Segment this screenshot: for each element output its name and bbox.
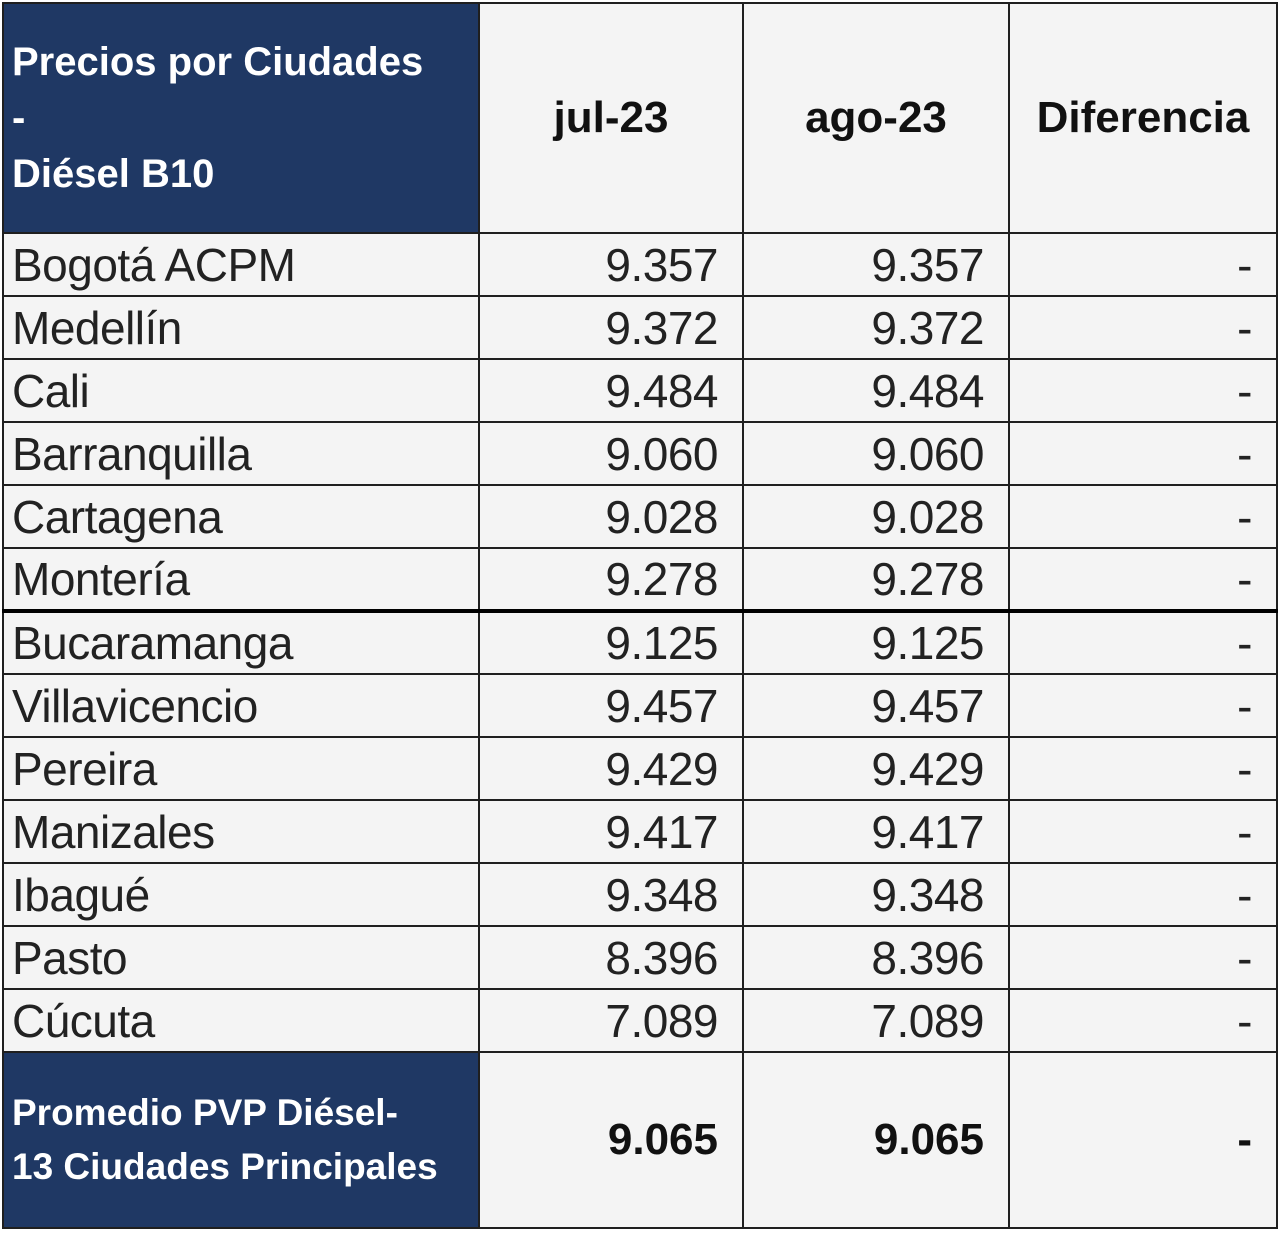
price-jul: 9.372 xyxy=(478,295,744,360)
price-ago: 9.417 xyxy=(742,799,1010,864)
price-difference: - xyxy=(1008,925,1278,990)
table-body: Bogotá ACPM 9.357 9.357 - Medellín 9.372… xyxy=(2,232,1278,1053)
city-name: Montería xyxy=(2,547,480,612)
table-header: Precios por Ciudades - Diésel B10 jul-23… xyxy=(2,2,1278,234)
city-name: Pasto xyxy=(2,925,480,990)
price-ago: 9.125 xyxy=(742,609,1010,675)
table-row: Bucaramanga 9.125 9.125 - xyxy=(2,609,1278,675)
header-row: Precios por Ciudades - Diésel B10 jul-23… xyxy=(2,2,1278,234)
price-ago: 9.357 xyxy=(742,232,1010,297)
column-header-jul: jul-23 xyxy=(478,2,744,234)
city-name: Cúcuta xyxy=(2,988,480,1053)
city-name: Ibagué xyxy=(2,862,480,927)
table-title: Precios por Ciudades - Diésel B10 xyxy=(2,2,480,234)
price-difference: - xyxy=(1008,862,1278,927)
table-row: Bogotá ACPM 9.357 9.357 - xyxy=(2,232,1278,297)
table-row: Barranquilla 9.060 9.060 - xyxy=(2,421,1278,486)
price-jul: 9.028 xyxy=(478,484,744,549)
table-row: Cartagena 9.028 9.028 - xyxy=(2,484,1278,549)
table-row: Villavicencio 9.457 9.457 - xyxy=(2,673,1278,738)
price-difference: - xyxy=(1008,988,1278,1053)
table-row: Cúcuta 7.089 7.089 - xyxy=(2,988,1278,1053)
table-row: Manizales 9.417 9.417 - xyxy=(2,799,1278,864)
city-name: Cali xyxy=(2,358,480,423)
price-jul: 7.089 xyxy=(478,988,744,1053)
price-ago: 9.278 xyxy=(742,547,1010,612)
price-difference: - xyxy=(1008,609,1278,675)
price-difference: - xyxy=(1008,547,1278,612)
city-name: Bucaramanga xyxy=(2,609,480,675)
price-difference: - xyxy=(1008,736,1278,801)
city-name: Barranquilla xyxy=(2,421,480,486)
city-name: Manizales xyxy=(2,799,480,864)
price-ago: 9.348 xyxy=(742,862,1010,927)
average-label: Promedio PVP Diésel- 13 Ciudades Princip… xyxy=(2,1051,480,1229)
city-name: Villavicencio xyxy=(2,673,480,738)
price-difference: - xyxy=(1008,799,1278,864)
column-header-ago: ago-23 xyxy=(742,2,1010,234)
table-row: Cali 9.484 9.484 - xyxy=(2,358,1278,423)
average-jul: 9.065 xyxy=(478,1051,744,1229)
price-jul: 9.278 xyxy=(478,547,744,612)
city-name: Pereira xyxy=(2,736,480,801)
average-row: Promedio PVP Diésel- 13 Ciudades Princip… xyxy=(2,1051,1278,1229)
price-ago: 8.396 xyxy=(742,925,1010,990)
price-difference: - xyxy=(1008,421,1278,486)
table-row: Medellín 9.372 9.372 - xyxy=(2,295,1278,360)
price-jul: 8.396 xyxy=(478,925,744,990)
price-difference: - xyxy=(1008,484,1278,549)
table-footer: Promedio PVP Diésel- 13 Ciudades Princip… xyxy=(2,1051,1278,1229)
price-ago: 7.089 xyxy=(742,988,1010,1053)
price-jul: 9.060 xyxy=(478,421,744,486)
city-name: Medellín xyxy=(2,295,480,360)
table-row: Ibagué 9.348 9.348 - xyxy=(2,862,1278,927)
price-jul: 9.417 xyxy=(478,799,744,864)
average-difference: - xyxy=(1008,1051,1278,1229)
price-difference: - xyxy=(1008,295,1278,360)
price-ago: 9.060 xyxy=(742,421,1010,486)
column-header-diferencia: Diferencia xyxy=(1008,2,1278,234)
city-name: Cartagena xyxy=(2,484,480,549)
price-jul: 9.457 xyxy=(478,673,744,738)
price-jul: 9.125 xyxy=(478,609,744,675)
table-row: Montería 9.278 9.278 - xyxy=(2,547,1278,612)
price-ago: 9.429 xyxy=(742,736,1010,801)
price-ago: 9.372 xyxy=(742,295,1010,360)
average-ago: 9.065 xyxy=(742,1051,1010,1229)
price-jul: 9.357 xyxy=(478,232,744,297)
table-row: Pasto 8.396 8.396 - xyxy=(2,925,1278,990)
price-jul: 9.429 xyxy=(478,736,744,801)
price-difference: - xyxy=(1008,673,1278,738)
table-row: Pereira 9.429 9.429 - xyxy=(2,736,1278,801)
price-ago: 9.028 xyxy=(742,484,1010,549)
price-jul: 9.348 xyxy=(478,862,744,927)
price-jul: 9.484 xyxy=(478,358,744,423)
price-difference: - xyxy=(1008,358,1278,423)
price-ago: 9.457 xyxy=(742,673,1010,738)
price-difference: - xyxy=(1008,232,1278,297)
price-ago: 9.484 xyxy=(742,358,1010,423)
city-name: Bogotá ACPM xyxy=(2,232,480,297)
